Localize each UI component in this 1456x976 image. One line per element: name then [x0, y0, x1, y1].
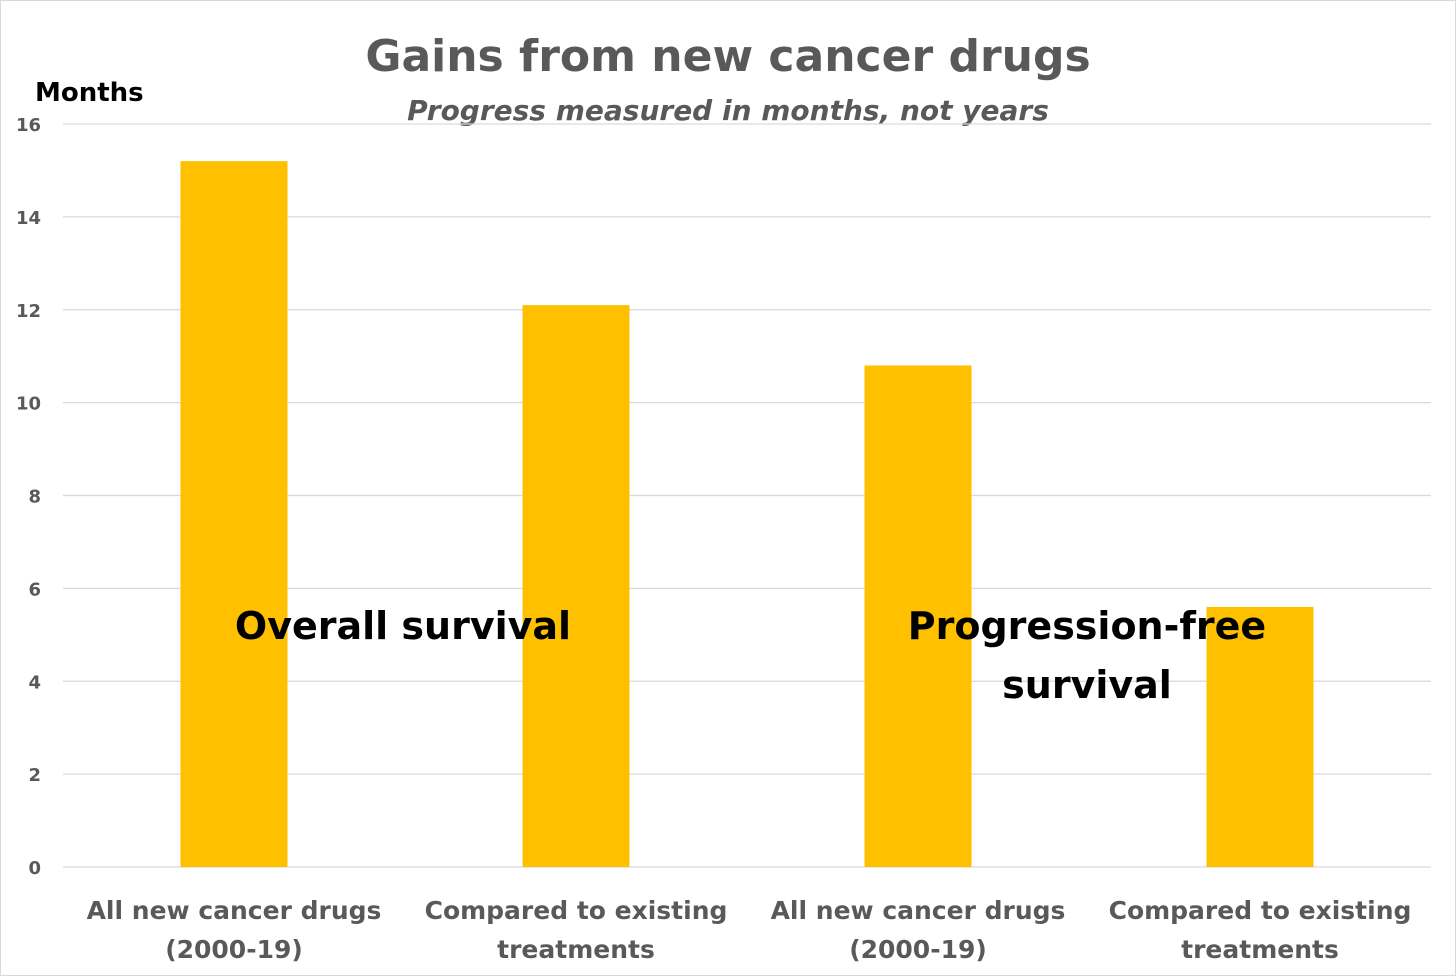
- x-axis-ticks: All new cancer drugs (2000-19) Compared to…: [87, 896, 1412, 964]
- bar: [522, 305, 630, 867]
- bar: [180, 161, 288, 867]
- bars: [180, 161, 1314, 867]
- y-tick-label: 2: [28, 765, 41, 786]
- y-axis-label: Months: [35, 78, 144, 108]
- x-tick-label: (2000-19): [165, 935, 303, 964]
- y-tick-label: 12: [16, 301, 41, 322]
- x-tick-label: treatments: [497, 935, 655, 964]
- y-tick-label: 8: [28, 487, 41, 508]
- y-axis-ticks: 0 2 4 6 8 10 12 14 16: [16, 115, 41, 879]
- y-tick-label: 0: [28, 858, 41, 879]
- y-tick-label: 4: [28, 672, 41, 693]
- chart-title: Gains from new cancer drugs: [365, 31, 1090, 82]
- y-tick-label: 10: [16, 394, 41, 415]
- y-tick-label: 16: [16, 115, 41, 136]
- gridlines: [63, 123, 1431, 868]
- annotation-label: Progression-free: [908, 604, 1266, 648]
- annotation-label: survival: [1002, 663, 1172, 707]
- x-tick-label: Compared to existing: [1109, 896, 1412, 925]
- x-tick-label: All new cancer drugs: [87, 896, 382, 925]
- x-tick-label: treatments: [1181, 935, 1339, 964]
- y-tick-label: 6: [28, 579, 41, 600]
- x-tick-label: All new cancer drugs: [771, 896, 1066, 925]
- bar: [1206, 606, 1314, 867]
- annotation-label: Overall survival: [235, 604, 571, 648]
- x-tick-label: (2000-19): [849, 935, 987, 964]
- x-tick-label: Compared to existing: [425, 896, 728, 925]
- annotations: Overall survival Progression-free survival: [235, 604, 1266, 707]
- bar: [864, 365, 972, 867]
- y-tick-label: 14: [16, 208, 41, 229]
- chart-subtitle: Progress measured in months, not years: [407, 94, 1049, 127]
